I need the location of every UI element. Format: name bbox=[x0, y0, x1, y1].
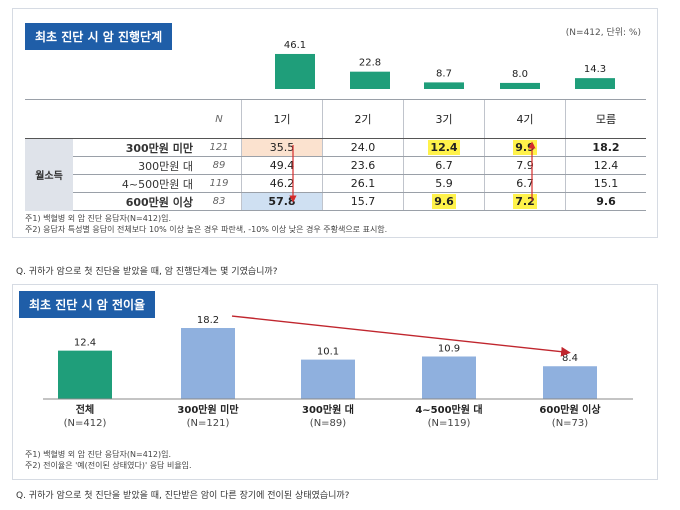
bar bbox=[500, 82, 540, 89]
tick-label: 300만원 미만 bbox=[177, 403, 239, 416]
group-label: 월소득 bbox=[25, 138, 73, 211]
table-cell: 9.9 bbox=[484, 138, 566, 157]
footnote: 주2) 전이율은 '예(전이된 상태였다)' 응답 비율임. bbox=[25, 461, 192, 470]
table-cell: 9.6 bbox=[565, 192, 646, 211]
table-cell: 49.4 bbox=[241, 156, 323, 175]
data-label: 10.9 bbox=[438, 343, 460, 354]
table-cell: 23.6 bbox=[322, 156, 404, 175]
table-cell: 12.4 bbox=[565, 156, 646, 175]
table-cell: 46.2 bbox=[241, 174, 323, 193]
tick-label-n: (N=119) bbox=[428, 418, 471, 429]
trend-arrow bbox=[231, 315, 571, 357]
metastasis-panel-title: 최초 진단 시 암 전이율 bbox=[19, 291, 156, 318]
data-label: 18.2 bbox=[197, 315, 219, 326]
data-label: 12.4 bbox=[74, 338, 96, 349]
table-row: 월소득 300만원 미만 121 35.5 24.0 12.4 9.9 18.2 bbox=[25, 138, 646, 211]
row-n: 121 bbox=[197, 138, 242, 157]
data-label: 10.1 bbox=[317, 347, 339, 358]
col-header: 1기 bbox=[241, 99, 323, 139]
bar bbox=[575, 78, 615, 89]
tick-label-n: (N=89) bbox=[310, 418, 346, 429]
data-label: 8.4 bbox=[562, 353, 578, 364]
table-cell: 7.9 bbox=[484, 156, 566, 175]
row-n: 89 bbox=[197, 156, 242, 175]
bar bbox=[543, 366, 597, 399]
data-label: 14.3 bbox=[584, 64, 606, 75]
footnotes: 주1) 백혈병 외 암 진단 응답자(N=412)임. 주2) 전이율은 '예(… bbox=[25, 449, 192, 471]
row-n: 83 bbox=[197, 192, 242, 211]
unit-note: (N=412, 단위: %) bbox=[565, 28, 641, 38]
table-cell: 24.0 bbox=[322, 138, 404, 157]
tick-label-n: (N=412) bbox=[64, 418, 107, 429]
question-2: Q. 귀하가 암으로 첫 진단을 받았을 때, 진단받은 암이 다른 장기에 전… bbox=[16, 491, 350, 501]
tick-label: 300만원 대 bbox=[302, 403, 354, 416]
footnotes: 주1) 백혈병 외 암 진단 응답자(N=412)임. 주2) 응답자 특성별 … bbox=[25, 213, 387, 235]
bar bbox=[350, 71, 390, 89]
table-cell: 12.4 bbox=[403, 138, 485, 157]
question-1: Q. 귀하가 암으로 첫 진단을 받았을 때, 암 진행단계는 몇 기였습니까? bbox=[16, 267, 278, 277]
table-cell: 18.2 bbox=[565, 138, 646, 157]
bar bbox=[422, 356, 476, 399]
tick-label: 전체 bbox=[76, 403, 94, 416]
metastasis-panel: 최초 진단 시 암 전이율 12.4 전체 (N=412) 18.2 300만원 미만 (… bbox=[12, 284, 658, 480]
bar bbox=[58, 350, 112, 399]
table-header-row: N 1기 2기 3기 4기 모름 bbox=[25, 99, 646, 139]
row-label: 4~500만원 대 bbox=[73, 174, 197, 193]
row-label: 300만원 미만 bbox=[73, 138, 197, 157]
table-cell: 35.5 bbox=[241, 138, 323, 157]
table-cell: 15.7 bbox=[322, 192, 404, 211]
bar bbox=[301, 359, 355, 399]
row-label: 300만원 대 bbox=[73, 156, 197, 175]
table-cell: 6.7 bbox=[484, 174, 566, 193]
table-cell: 26.1 bbox=[322, 174, 404, 193]
footnote: 주1) 백혈병 외 암 진단 응답자(N=412)임. bbox=[25, 450, 171, 459]
footnote: 주1) 백혈병 외 암 진단 응답자(N=412)임. bbox=[25, 214, 171, 223]
n-header: N bbox=[197, 99, 242, 139]
col-header: 3기 bbox=[403, 99, 485, 139]
data-label: 22.8 bbox=[359, 58, 381, 69]
footnote: 주2) 응답자 특성별 응답이 전체보다 10% 이상 높은 경우 파란색, -… bbox=[25, 225, 388, 234]
data-label: 46.1 bbox=[284, 40, 306, 51]
col-header: 모름 bbox=[565, 99, 646, 139]
tick-label: 600만원 이상 bbox=[539, 403, 601, 416]
col-header: 4기 bbox=[484, 99, 566, 139]
stage-panel-title: 최초 진단 시 암 진행단계 bbox=[25, 23, 173, 50]
income-stage-table: N 1기 2기 3기 4기 모름 월소득 300만원 미만 121 35.5 2… bbox=[25, 99, 646, 211]
bar bbox=[181, 328, 235, 399]
col-header: 2기 bbox=[322, 99, 404, 139]
table-cell: 57.8 bbox=[241, 192, 323, 211]
row-n: 119 bbox=[197, 174, 242, 193]
stage-bar-chart: 46.1 22.8 8.7 8.0 14.3 bbox=[275, 40, 615, 89]
metastasis-bar-chart: 12.4 전체 (N=412) 18.2 300만원 미만 (N=121) 10.1 300만… bbox=[43, 315, 633, 429]
table-cell: 15.1 bbox=[565, 174, 646, 193]
tick-label: 4~500만원 대 bbox=[415, 403, 482, 416]
data-label: 8.0 bbox=[512, 69, 528, 80]
bar bbox=[275, 53, 315, 89]
table-cell: 7.2 bbox=[484, 192, 566, 211]
tick-label-n: (N=121) bbox=[187, 418, 230, 429]
table-cell: 5.9 bbox=[403, 174, 485, 193]
bar bbox=[424, 82, 464, 89]
tick-label-n: (N=73) bbox=[552, 418, 588, 429]
table-row: 4~500만원 대 119 46.2 26.1 5.9 6.7 15.1 bbox=[25, 174, 646, 193]
stage-panel: 최초 진단 시 암 진행단계 (N=412, 단위: %) 46.1 22.8 8.… bbox=[12, 8, 658, 238]
table-cell: 6.7 bbox=[403, 156, 485, 175]
table-row: 600만원 이상 83 57.8 15.7 9.6 7.2 9.6 bbox=[25, 192, 646, 211]
table-cell: 9.6 bbox=[403, 192, 485, 211]
table-row: 300만원 대 89 49.4 23.6 6.7 7.9 12.4 bbox=[25, 156, 646, 175]
data-label: 8.7 bbox=[436, 68, 452, 79]
row-label: 600만원 이상 bbox=[73, 192, 197, 211]
